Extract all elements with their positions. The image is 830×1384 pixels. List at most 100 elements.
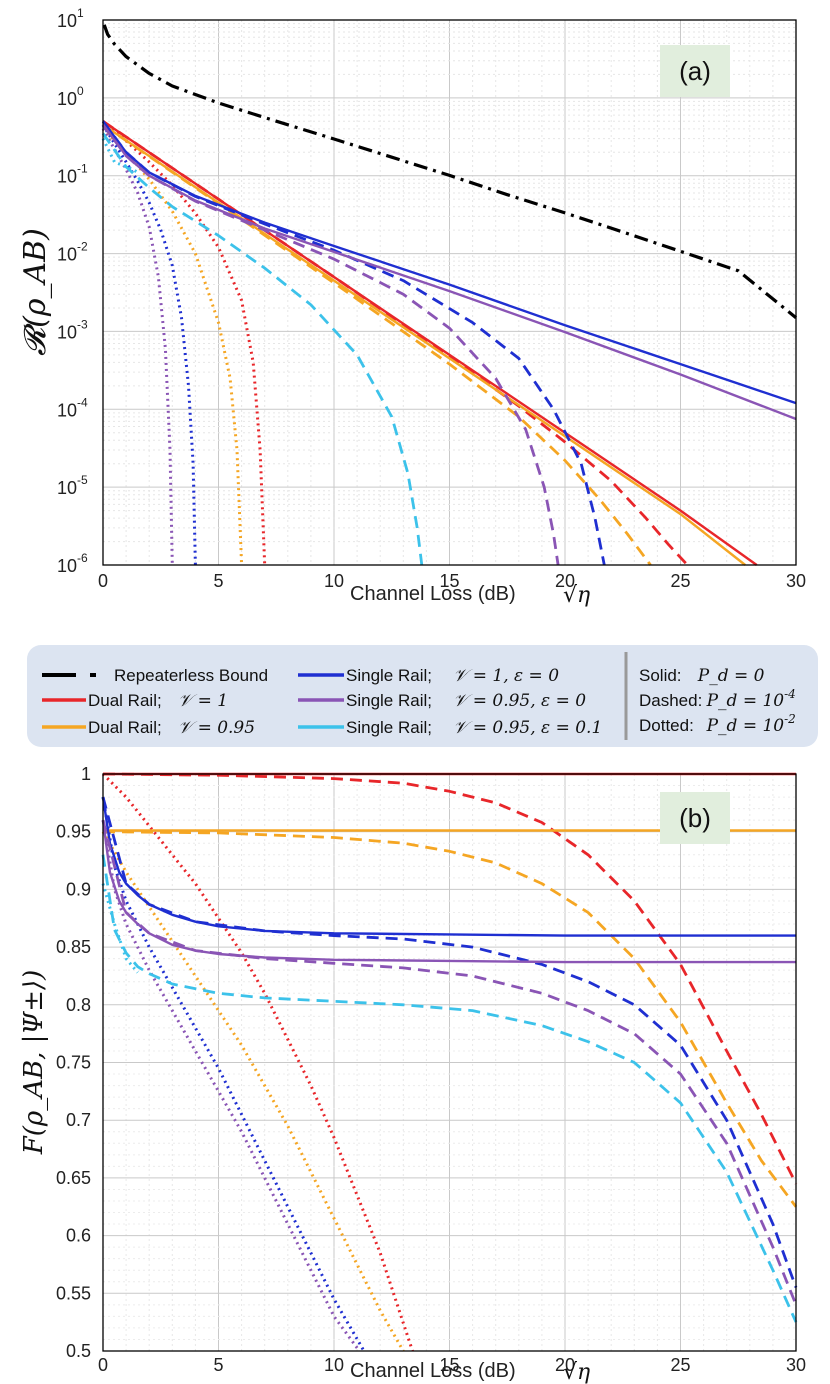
y-tick-exponent: 1 <box>77 6 84 20</box>
y-tick-exponent: -4 <box>77 395 88 409</box>
legend-style-math: P_d = 10-2 <box>706 712 796 736</box>
series-line-a-7 <box>102 120 797 405</box>
series-line-b-11 <box>101 819 361 1352</box>
series-line-b-12 <box>101 854 798 1323</box>
x-tick-label: 0 <box>98 571 108 591</box>
x-tick-label: 25 <box>670 1355 690 1375</box>
y-tick-label: 10 <box>57 89 77 109</box>
series-line-a-13 <box>101 132 424 566</box>
y-tick-label: 10 <box>57 167 77 187</box>
y-tick-label: 0.55 <box>56 1283 91 1303</box>
legend-math-sr1: 𝒱 = 1, ε = 0 <box>453 666 559 686</box>
legend-label-sr95: Single Rail; <box>346 691 432 710</box>
series-line-b-7 <box>101 796 798 1288</box>
x-axis-math-b: √η <box>563 1360 590 1384</box>
x-tick-label: 10 <box>324 571 344 591</box>
series-line-b-5 <box>101 830 405 1352</box>
y-axis-label-a: 𝓡(ρ_AB) <box>18 228 53 356</box>
y-tick-label: 10 <box>57 245 77 265</box>
series-line-b-1 <box>102 772 798 1185</box>
y-tick-label: 0.7 <box>66 1110 91 1130</box>
series-line-b-13 <box>101 883 139 974</box>
legend-style-label: Dotted: <box>639 716 694 735</box>
legend-math-sr95e: 𝒱 = 0.95, ε = 0.1 <box>453 718 602 738</box>
legend-items: Repeaterless Bound Dual Rail; 𝒱 = 1 Dual Ra… <box>42 666 602 738</box>
y-tick-exponent: -6 <box>77 551 88 565</box>
panel-label-box-a <box>660 45 730 97</box>
x-tick-label: 25 <box>670 571 690 591</box>
x-tick-label: 10 <box>324 1355 344 1375</box>
panel-label-b: (b) <box>679 803 711 833</box>
legend-label-bound: Repeaterless Bound <box>114 666 268 685</box>
y-tick-exponent: 0 <box>77 84 84 98</box>
x-axis-math-a: √η <box>563 583 590 608</box>
legend-label-sr1: Single Rail; <box>346 666 432 685</box>
y-tick-label: 10 <box>57 322 77 342</box>
legend-math-sr95: 𝒱 = 0.95, ε = 0 <box>453 691 586 711</box>
legend-style-label: Solid: <box>639 666 682 685</box>
y-tick-label: 0.5 <box>66 1341 91 1361</box>
x-tick-label: 0 <box>98 1355 108 1375</box>
plot-frame-b <box>102 773 797 1352</box>
y-tick-label: 10 <box>57 400 77 420</box>
series-line-b-4 <box>102 830 798 1208</box>
x-tick-label: 15 <box>439 1355 459 1375</box>
series-line-a-2 <box>102 120 689 566</box>
plot-frame-a <box>102 19 797 566</box>
series-line-a-8 <box>101 120 606 566</box>
legend-style-label: Dashed: <box>639 691 702 710</box>
x-tick-label: 30 <box>786 1355 806 1375</box>
series-line-a-10 <box>102 124 797 421</box>
series-line-b-10 <box>101 819 798 1306</box>
series-line-a-0 <box>102 24 798 319</box>
y-tick-label: 0.85 <box>56 937 91 957</box>
legend-label-dr1: Dual Rail; <box>88 691 162 710</box>
series-line-a-3 <box>102 120 267 566</box>
y-tick-label: 1 <box>81 764 91 784</box>
legend-style-math: P_d = 0 <box>697 666 765 686</box>
panel-label-a: (a) <box>679 56 711 86</box>
x-tick-label: 20 <box>555 571 575 591</box>
y-tick-label: 10 <box>57 556 77 576</box>
ticks-b: 0 5 10 15 20 25 30 0.5 0.55 0.6 0.65 0.7 0.75 0.8 0.85… <box>56 764 806 1375</box>
y-tick-exponent: -3 <box>77 317 88 331</box>
y-tick-label: 0.6 <box>66 1226 91 1246</box>
y-axis-label-b: F(ρ_AB, |Ψ±⟩) <box>19 970 49 1156</box>
legend-math-dr95: 𝒱 = 0.95 <box>178 718 255 738</box>
legend-styles: Solid: P_d = 0 Dashed: P_d = 10-4 Dotted: P_d… <box>639 666 796 736</box>
series-b <box>101 772 798 1352</box>
x-tick-label: 5 <box>213 1355 223 1375</box>
legend-box <box>27 645 818 747</box>
y-tick-label: 10 <box>57 11 77 31</box>
panel-label-box-b <box>660 792 730 844</box>
x-tick-label: 5 <box>213 571 223 591</box>
x-tick-label: 15 <box>439 571 459 591</box>
x-tick-label: 20 <box>555 1355 575 1375</box>
y-tick-label: 0.75 <box>56 1053 91 1073</box>
legend-label-sr95e: Single Rail; <box>346 718 432 737</box>
series-line-a-5 <box>102 123 652 566</box>
y-tick-label: 0.9 <box>66 879 91 899</box>
y-tick-label: 0.8 <box>66 995 91 1015</box>
legend: Repeaterless Bound Dual Rail; 𝒱 = 1 Dual Ra… <box>27 645 818 747</box>
x-axis-label-b: Channel Loss (dB) <box>350 1360 516 1382</box>
grid-a <box>102 20 797 566</box>
legend-math-dr1: 𝒱 = 1 <box>178 691 228 711</box>
legend-label-dr95: Dual Rail; <box>88 718 162 737</box>
x-axis-label-a: Channel Loss (dB) <box>350 583 516 605</box>
panel-b: 0 5 10 15 20 25 30 0.5 0.55 0.6 0.65 0.7 0.75 0.8 0.85… <box>19 764 806 1384</box>
y-tick-label: 10 <box>57 478 77 498</box>
legend-style-math: P_d = 10-4 <box>706 687 796 711</box>
series-line-a-6 <box>101 127 244 566</box>
y-tick-label: 0.95 <box>56 822 91 842</box>
y-tick-exponent: -5 <box>77 473 88 487</box>
y-tick-exponent: -1 <box>77 162 88 176</box>
series-line-b-8 <box>101 796 366 1352</box>
series-a <box>101 24 798 566</box>
series-line-a-11 <box>101 124 560 566</box>
x-tick-label: 30 <box>786 571 806 591</box>
y-tick-exponent: -2 <box>77 240 88 254</box>
